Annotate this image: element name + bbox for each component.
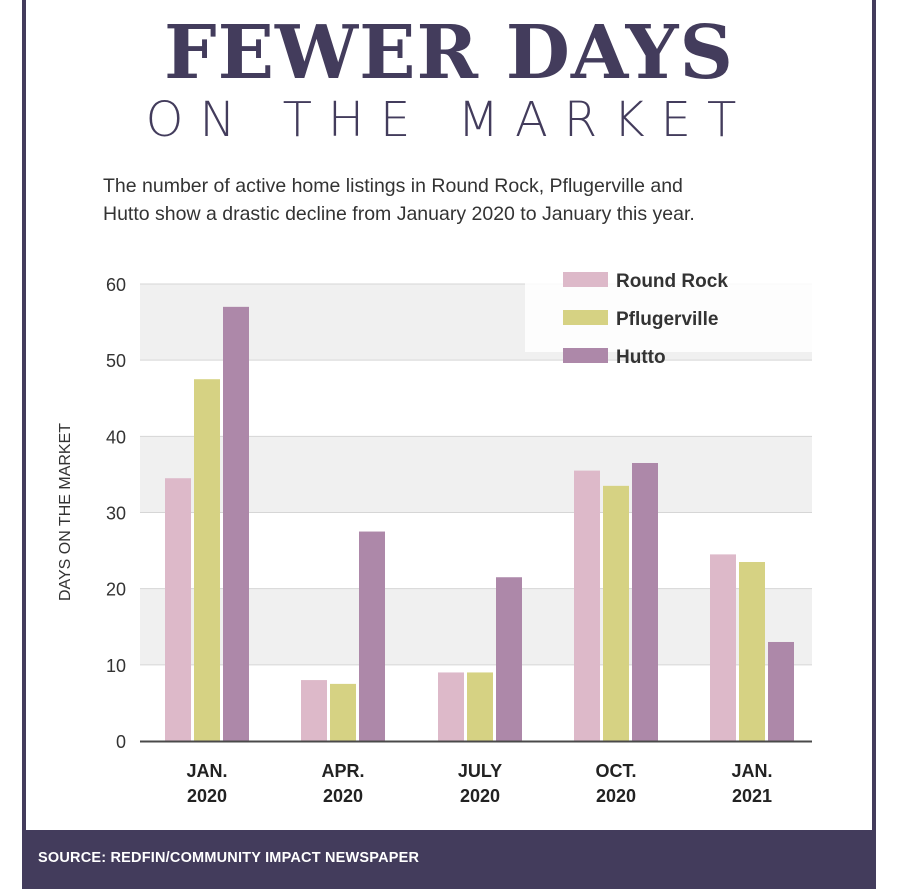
description-line-1: The number of active home listings in Ro… [103, 175, 683, 197]
y-axis-label: DAYS ON THE MARKET [57, 423, 74, 601]
legend-swatch [563, 272, 608, 287]
description-line-2: Hutto show a drastic decline from Januar… [103, 203, 695, 225]
y-tick-label: 40 [106, 427, 126, 447]
headline-subtitle: ON THE MARKET [145, 92, 753, 148]
x-tick-label: 2020 [187, 786, 227, 806]
x-tick-label: OCT. [595, 761, 636, 781]
bar [632, 462, 658, 741]
footer-bar: SOURCE: REDFIN/COMMUNITY IMPACT NEWSPAPE… [26, 830, 872, 889]
bar [467, 672, 493, 741]
y-tick-label: 50 [106, 351, 126, 371]
legend-label: Hutto [616, 347, 666, 368]
legend-swatch [563, 310, 608, 325]
bar [301, 680, 327, 741]
bar [165, 478, 191, 741]
x-tick-label: 2020 [323, 786, 363, 806]
y-tick-label: 10 [106, 656, 126, 676]
legend-label: Pflugerville [616, 309, 718, 330]
bar [768, 641, 794, 741]
bar [330, 683, 356, 741]
x-tick-label: JULY [458, 761, 502, 781]
source-credit: SOURCE: REDFIN/COMMUNITY IMPACT NEWSPAPE… [38, 850, 420, 866]
legend-swatch [563, 348, 608, 363]
headline-title: FEWER DAYS [164, 10, 734, 96]
bar [194, 379, 220, 741]
chart-description: The number of active home listings in Ro… [103, 172, 823, 228]
grid-band [140, 588, 812, 665]
frame-left-border [22, 0, 26, 889]
x-tick-label: APR. [321, 761, 364, 781]
x-tick-label: JAN. [186, 761, 227, 781]
bar [359, 531, 385, 741]
x-tick-label: 2020 [596, 786, 636, 806]
y-tick-label: 20 [106, 580, 126, 600]
x-tick-label: JAN. [731, 761, 772, 781]
y-tick-label: 0 [116, 732, 126, 752]
y-tick-label: 30 [106, 504, 126, 524]
x-tick-label: 2020 [460, 786, 500, 806]
bar [574, 470, 600, 741]
bar [603, 485, 629, 741]
bar [223, 306, 249, 741]
x-tick-label: 2021 [732, 786, 772, 806]
bar [438, 672, 464, 741]
grid-band [140, 436, 812, 513]
legend-label: Round Rock [616, 271, 728, 292]
bar [496, 577, 522, 741]
bar [710, 554, 736, 741]
y-tick-label: 60 [106, 275, 126, 295]
bar [739, 562, 765, 741]
bar-chart: 0 10 20 30 40 50 60 JAN. 2020 APR. 2020 JULY 2020 OCT… [57, 271, 812, 806]
frame-right-border [872, 0, 876, 889]
